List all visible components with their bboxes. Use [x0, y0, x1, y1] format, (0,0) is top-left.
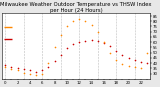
Title: Milwaukee Weather Outdoor Temperature vs THSW Index per Hour (24 Hours): Milwaukee Weather Outdoor Temperature vs…	[0, 2, 152, 13]
